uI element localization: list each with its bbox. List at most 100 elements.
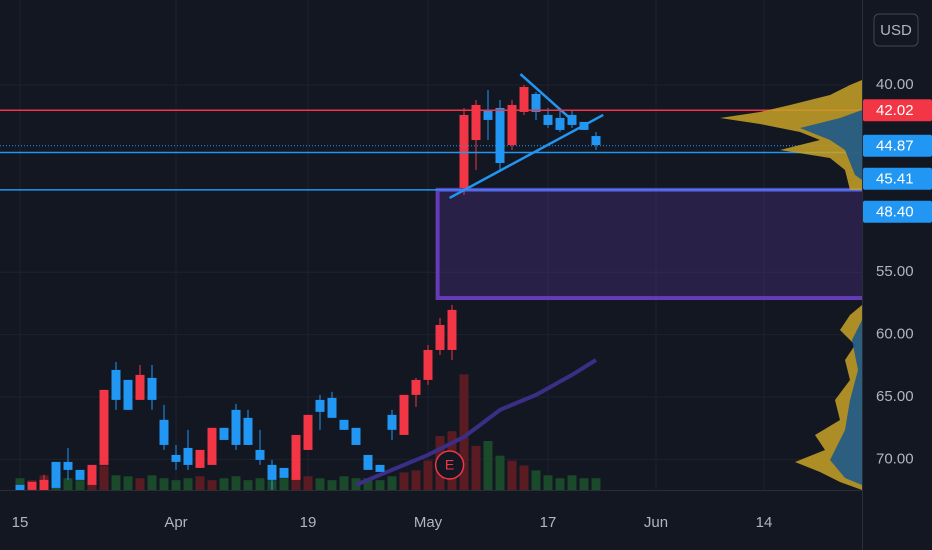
candle-body (435, 325, 445, 350)
price-badge-label: 42.02 (876, 102, 914, 119)
candle-body (147, 377, 157, 400)
volume-bar (375, 480, 385, 490)
volume-bar (99, 465, 109, 490)
volume-bar (483, 441, 493, 490)
candle-body (15, 484, 25, 490)
event-marker (434, 450, 465, 480)
volume-bar (567, 475, 577, 490)
candle-body (183, 447, 193, 465)
volume-bar (423, 460, 433, 490)
candle-body (351, 427, 361, 445)
candle-body (495, 107, 505, 164)
volume-bar (315, 478, 325, 490)
candle-body (447, 309, 457, 350)
currency-button[interactable] (873, 13, 919, 47)
candle-body (111, 369, 121, 400)
volume-bar (111, 475, 121, 490)
volume-bar (471, 445, 481, 490)
volume-bar (387, 476, 397, 490)
price-badge-label: 44.87 (876, 138, 914, 155)
volume-bar (15, 478, 25, 490)
candle-body (63, 461, 73, 470)
volume-bar (327, 480, 337, 490)
candle-body (375, 464, 385, 472)
candle-body (519, 86, 529, 112)
x-tick-label: 19 (300, 514, 317, 531)
candle-body (459, 114, 469, 188)
candle-body (279, 467, 289, 478)
volume-bar (591, 478, 601, 490)
candle-body (243, 417, 253, 445)
trendline (449, 113, 604, 200)
y-tick-label: 55.00 (876, 263, 914, 280)
candle-body (387, 414, 397, 430)
price-badge (863, 200, 932, 223)
price-badge (863, 99, 932, 122)
candle-body (159, 419, 169, 445)
volume-bar (195, 476, 205, 490)
candle-body (135, 374, 145, 400)
x-tick-label: Jun (644, 514, 668, 531)
volume-bar (123, 476, 133, 490)
candle-body (291, 434, 301, 480)
price-badge-label: 48.40 (876, 204, 914, 221)
volume-bar (219, 478, 229, 490)
volume-profile (720, 80, 862, 490)
volume-bar (291, 475, 301, 490)
volume-bar (159, 478, 169, 490)
candle-body (267, 464, 277, 480)
candle-body (171, 454, 181, 462)
profile-shape (830, 320, 862, 485)
candle-body (219, 427, 229, 440)
candle-body (27, 481, 37, 490)
volume-bar (507, 460, 517, 490)
axis-panel (862, 0, 932, 550)
x-tick-label: May (414, 514, 443, 531)
x-tick-label: Apr (164, 514, 187, 531)
volume-bar (399, 472, 409, 490)
candle-body (363, 454, 373, 470)
candle-body (423, 349, 433, 380)
volume-bar (519, 465, 529, 490)
candle-body (591, 136, 601, 146)
candle-body (39, 479, 49, 490)
volume-bar (339, 476, 349, 490)
volume-bar (495, 455, 505, 490)
profile-shape (800, 110, 862, 180)
x-tick-label: 15 (12, 514, 29, 531)
candle-body (555, 117, 565, 130)
candle-body (303, 414, 313, 450)
candle-body (75, 469, 85, 480)
candle-body (399, 394, 409, 435)
volume-bar (243, 480, 253, 490)
volume-bar (255, 478, 265, 490)
currency-label[interactable]: USD (880, 22, 912, 39)
price-badge (863, 167, 932, 190)
candle-body (207, 427, 217, 465)
volume-bar (531, 470, 541, 490)
volume-bar (303, 476, 313, 490)
candle-body (483, 109, 493, 120)
candle-body (507, 104, 517, 146)
volume-bar (459, 374, 469, 490)
y-tick-label: 40.00 (876, 76, 914, 93)
volume-bar (75, 480, 85, 490)
candle-body (123, 379, 133, 410)
candle-body (231, 409, 241, 445)
candle-body (51, 461, 61, 488)
volume-bar (579, 478, 589, 490)
candle-body (531, 93, 541, 112)
volume-bar (171, 480, 181, 490)
x-tick-label: 17 (540, 514, 557, 531)
volume-bar (183, 478, 193, 490)
candle-body (327, 397, 337, 418)
event-label: E (445, 457, 454, 473)
volume-bar (543, 475, 553, 490)
volume-bar (147, 475, 157, 490)
candle-body (567, 114, 577, 125)
candle-body (471, 104, 481, 141)
candle-body (543, 114, 553, 125)
